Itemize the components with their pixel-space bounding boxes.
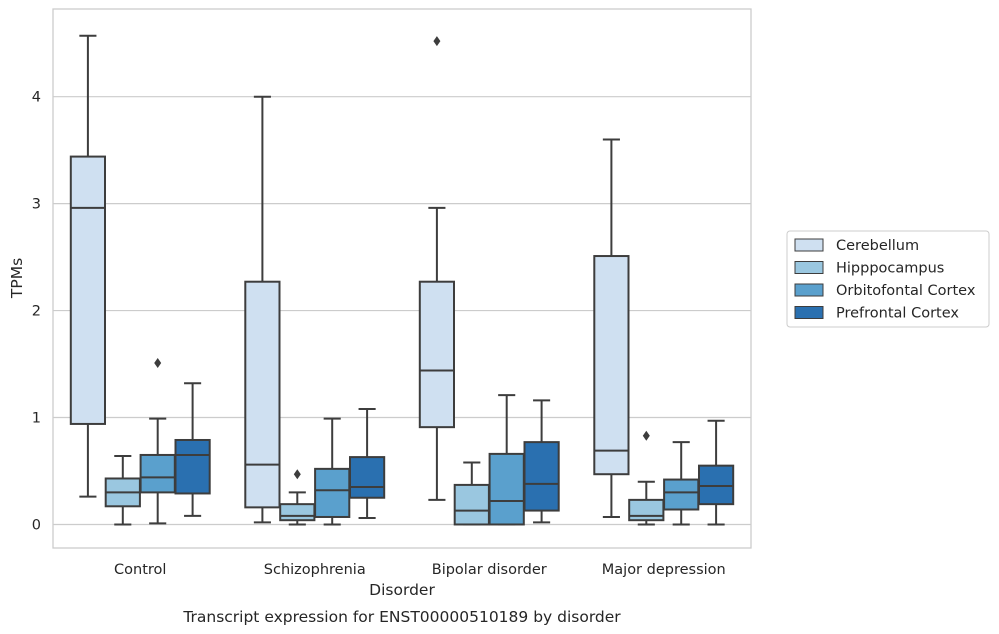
box-body — [488, 452, 525, 526]
box-body — [663, 478, 700, 511]
x-tick-label-1: Schizophrenia — [264, 562, 366, 578]
box-3-3 — [697, 419, 735, 526]
legend-label-2: Orbitofontal Cortex — [836, 283, 976, 299]
legend-swatch-0 — [794, 238, 824, 252]
box-3-1 — [628, 430, 665, 526]
outlier-marker-0 — [293, 469, 301, 480]
box-body — [697, 464, 735, 506]
box-2-2 — [488, 394, 525, 526]
box-2-0 — [418, 36, 456, 501]
x-tick-label-0: Control — [114, 562, 166, 578]
y-tick-label-0: 0 — [32, 517, 41, 533]
box-0-1 — [104, 455, 141, 526]
y-tick-label-2: 2 — [32, 304, 41, 320]
box-body — [139, 453, 176, 494]
chart-caption: Transcript expression for ENST0000051018… — [182, 608, 621, 626]
box-2-3 — [523, 399, 560, 524]
box-body — [628, 498, 665, 522]
x-tick-label-2: Bipolar disorder — [432, 562, 547, 578]
outlier-marker-0 — [433, 36, 441, 47]
tick-labels: 0 1 2 3 4 Control Schizophrenia Bipolar disorde… — [32, 90, 726, 578]
box-2-1 — [453, 461, 490, 526]
legend-swatch-2 — [794, 283, 824, 297]
box-body — [279, 503, 316, 522]
legend-frame — [786, 230, 990, 328]
box-1-2 — [314, 417, 351, 526]
box-0-0 — [69, 34, 107, 498]
x-axis-label: Disorder — [369, 581, 435, 599]
box-0-2 — [139, 357, 176, 525]
box-3-0 — [593, 138, 630, 518]
plot-frame — [52, 8, 752, 549]
legend-swatch-3 — [794, 306, 824, 319]
box-1-0 — [244, 95, 281, 524]
box-body — [593, 255, 630, 476]
box-body — [244, 280, 281, 509]
boxes — [69, 34, 735, 526]
y-tick-label-3: 3 — [32, 197, 41, 213]
box-3-2 — [663, 441, 700, 526]
y-tick-label-1: 1 — [32, 411, 41, 427]
box-body — [418, 280, 456, 429]
box-body — [348, 456, 386, 499]
legend-items: Cerebellum Hipppocampus Orbitofontal Corte… — [794, 238, 976, 322]
y-tick-label-4: 4 — [32, 90, 41, 106]
x-tick-label-3: Major depression — [602, 562, 726, 578]
y-axis-label: TPMs — [8, 258, 26, 299]
outlier-marker-0 — [154, 357, 162, 368]
box-body — [523, 441, 560, 512]
box-body — [453, 483, 490, 526]
legend-label-0: Cerebellum — [836, 238, 919, 254]
legend: Cerebellum Hipppocampus Orbitofontal Corte… — [786, 230, 990, 328]
box-body — [314, 467, 351, 518]
box-0-3 — [174, 382, 211, 517]
box-1-1 — [279, 469, 316, 526]
gridlines — [53, 96, 751, 526]
legend-label-1: Hipppocampus — [836, 261, 944, 277]
box-body — [69, 155, 107, 425]
legend-swatch-1 — [794, 261, 824, 274]
box-1-3 — [348, 407, 386, 520]
box-body — [174, 438, 211, 495]
outlier-marker-0 — [642, 430, 650, 441]
legend-label-3: Prefrontal Cortex — [836, 306, 959, 322]
